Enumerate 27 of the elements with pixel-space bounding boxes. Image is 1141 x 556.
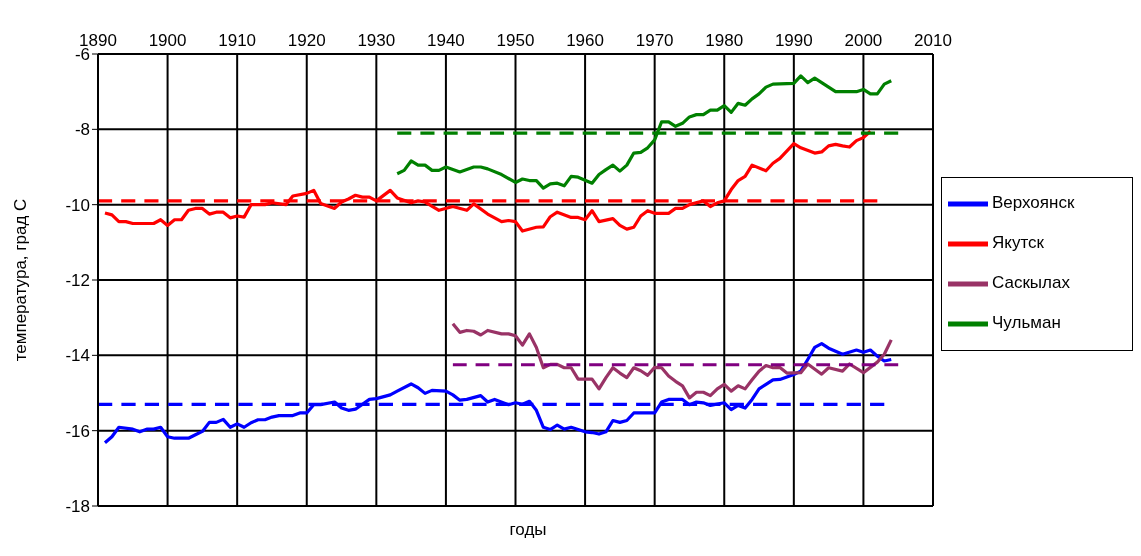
legend-label: Чульман	[992, 313, 1061, 333]
y-tick-label: -6	[74, 45, 90, 65]
y-tick-label: -12	[65, 271, 90, 291]
legend-label: Верхоянск	[992, 193, 1075, 213]
line-series	[103, 342, 893, 445]
x-axis-title: годы	[508, 520, 548, 540]
x-tick-label: 2000	[844, 31, 883, 50]
legend-label: Якутск	[992, 233, 1044, 253]
x-tick-label: 1980	[705, 31, 744, 50]
y-tick-label: -18	[65, 497, 90, 517]
x-tick-label: 1960	[566, 31, 604, 50]
legend-label: Саскылах	[992, 273, 1070, 293]
x-tick-label: 1990	[774, 31, 813, 50]
x-tick-label: 2010	[914, 31, 952, 50]
y-tick-label: -10	[65, 195, 90, 215]
x-tick-label: 1920	[287, 31, 326, 50]
x-tick-label: 1970	[635, 31, 674, 50]
x-tick-label: 1940	[427, 31, 465, 50]
y-tick-label: -8	[74, 120, 90, 140]
x-tick-label: 1950	[496, 31, 535, 50]
line-series	[451, 322, 893, 400]
x-tick-label: 1900	[148, 31, 187, 50]
y-axis-title: температура, град С	[11, 198, 31, 362]
x-tick-label: 1930	[357, 31, 396, 50]
x-tick-label: 1910	[218, 31, 257, 50]
y-tick-label: -14	[65, 346, 90, 366]
y-tick-label: -16	[65, 421, 90, 441]
